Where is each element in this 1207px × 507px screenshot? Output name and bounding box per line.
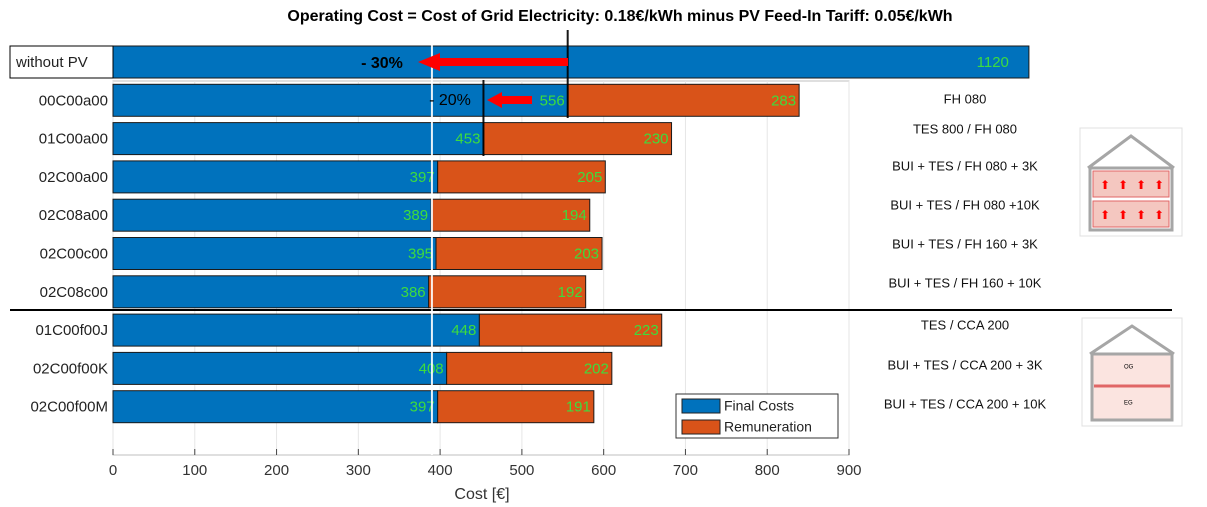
bar [478, 313, 663, 347]
bar [112, 275, 430, 309]
floor-label: OG [1124, 365, 1134, 371]
value-label: 556 [540, 92, 565, 109]
annotation: - 20% [429, 92, 471, 109]
value-label: 1120 [977, 54, 1009, 71]
value-label: 192 [558, 284, 583, 301]
x-tick-label: 700 [673, 462, 698, 479]
bars: 1120 556 283 453 230 397 205 389 194 395 203 386 192… [112, 45, 1030, 424]
value-label: 397 [410, 169, 435, 186]
value-label: 448 [451, 322, 476, 339]
value-label: 194 [562, 207, 587, 224]
svg-text:⬆: ⬆ [1118, 208, 1128, 222]
svg-text:⬆: ⬆ [1136, 178, 1146, 192]
bar [112, 160, 439, 194]
legend-swatch [681, 398, 721, 414]
variant-labels: FH 080 TES 800 / FH 080 BUI + TES / FH 080… [884, 91, 1047, 411]
variant-label: BUI + TES / CCA 200 + 10K [884, 396, 1047, 411]
x-tick-label: 0 [109, 462, 117, 479]
variant-label: FH 080 [944, 91, 987, 106]
svg-text:⬆: ⬆ [1154, 208, 1164, 222]
x-tick-label: 100 [182, 462, 207, 479]
value-label: 397 [410, 399, 435, 416]
variant-label: TES / CCA 200 [921, 317, 1009, 332]
y-tick-label: 02C08a00 [39, 207, 108, 224]
bar [112, 237, 437, 270]
reference-lines [430, 30, 569, 455]
value-label: 389 [403, 207, 428, 224]
variant-label: BUI + TES / FH 160 + 3K [892, 236, 1038, 251]
value-label: 395 [408, 245, 433, 262]
svg-text:⬆: ⬆ [1136, 208, 1146, 222]
y-tick-label: 00C00a00 [39, 92, 108, 109]
bar [112, 45, 1030, 79]
house-icon: OG EG [1081, 317, 1183, 427]
svg-text:⬆: ⬆ [1118, 178, 1128, 192]
bar [112, 198, 432, 232]
y-tick-label: 02C08c00 [40, 284, 108, 301]
arrow [418, 53, 568, 71]
value-label: 230 [644, 131, 669, 148]
arrow [487, 92, 532, 108]
x-tick-label: 600 [591, 462, 616, 479]
x-axis-label: Cost [€] [454, 486, 509, 503]
value-label: 203 [574, 245, 599, 262]
value-label: 283 [771, 92, 796, 109]
variant-label: BUI + TES / FH 080 +10K [890, 197, 1040, 212]
y-tick-label: 02C00f00M [30, 399, 108, 416]
y-tick-label: 02C00c00 [40, 245, 108, 262]
legend-swatch [681, 419, 721, 435]
svg-text:⬆: ⬆ [1154, 178, 1164, 192]
bar [435, 237, 603, 270]
bar [567, 83, 800, 117]
legend-label: Final Costs [724, 398, 794, 414]
y-tick-label: 01C00a00 [39, 131, 108, 148]
y-tick-label: 02C00a00 [39, 169, 108, 186]
legend-label: Remuneration [724, 419, 812, 435]
value-label: 386 [401, 284, 426, 301]
y-tick-label: 02C00f00K [33, 360, 108, 377]
row-box [9, 45, 114, 79]
legend: Final Costs Remuneration [675, 393, 839, 439]
bar [428, 275, 587, 309]
bar [112, 122, 484, 156]
x-tick-label: 800 [755, 462, 780, 479]
bar [437, 160, 606, 194]
annotation: - 30% [361, 55, 403, 72]
x-tick-label: 400 [428, 462, 453, 479]
x-tick-label: 200 [264, 462, 289, 479]
x-tick-label: 500 [509, 462, 534, 479]
bar [112, 351, 448, 385]
variant-label: BUI + TES / CCA 200 + 3K [887, 357, 1042, 372]
svg-text:⬆: ⬆ [1100, 178, 1110, 192]
bar [446, 351, 613, 385]
bar [430, 198, 591, 232]
bar [112, 313, 480, 347]
bar [112, 390, 439, 424]
y-tick-label: without PV [15, 54, 88, 71]
variant-label: BUI + TES / FH 160 + 10K [889, 275, 1042, 290]
value-label: 202 [584, 360, 609, 377]
variant-label: BUI + TES / FH 080 + 3K [892, 158, 1038, 173]
chart-title: Operating Cost = Cost of Grid Electricit… [287, 8, 952, 25]
value-label: 453 [455, 131, 480, 148]
x-tick-label: 900 [836, 462, 861, 479]
value-label: 191 [566, 399, 591, 416]
variant-label: TES 800 / FH 080 [913, 121, 1017, 136]
floor-label: EG [1124, 401, 1133, 407]
y-tick-label: 01C00f00J [35, 322, 108, 339]
svg-text:⬆: ⬆ [1100, 208, 1110, 222]
value-label: 223 [634, 322, 659, 339]
bar [482, 122, 673, 156]
bar [437, 390, 595, 424]
value-label: 205 [577, 169, 602, 186]
house-icon: ⬆ ⬆ ⬆ ⬆ ⬆ ⬆ ⬆ ⬆ [1079, 127, 1183, 237]
x-tick-label: 300 [346, 462, 371, 479]
